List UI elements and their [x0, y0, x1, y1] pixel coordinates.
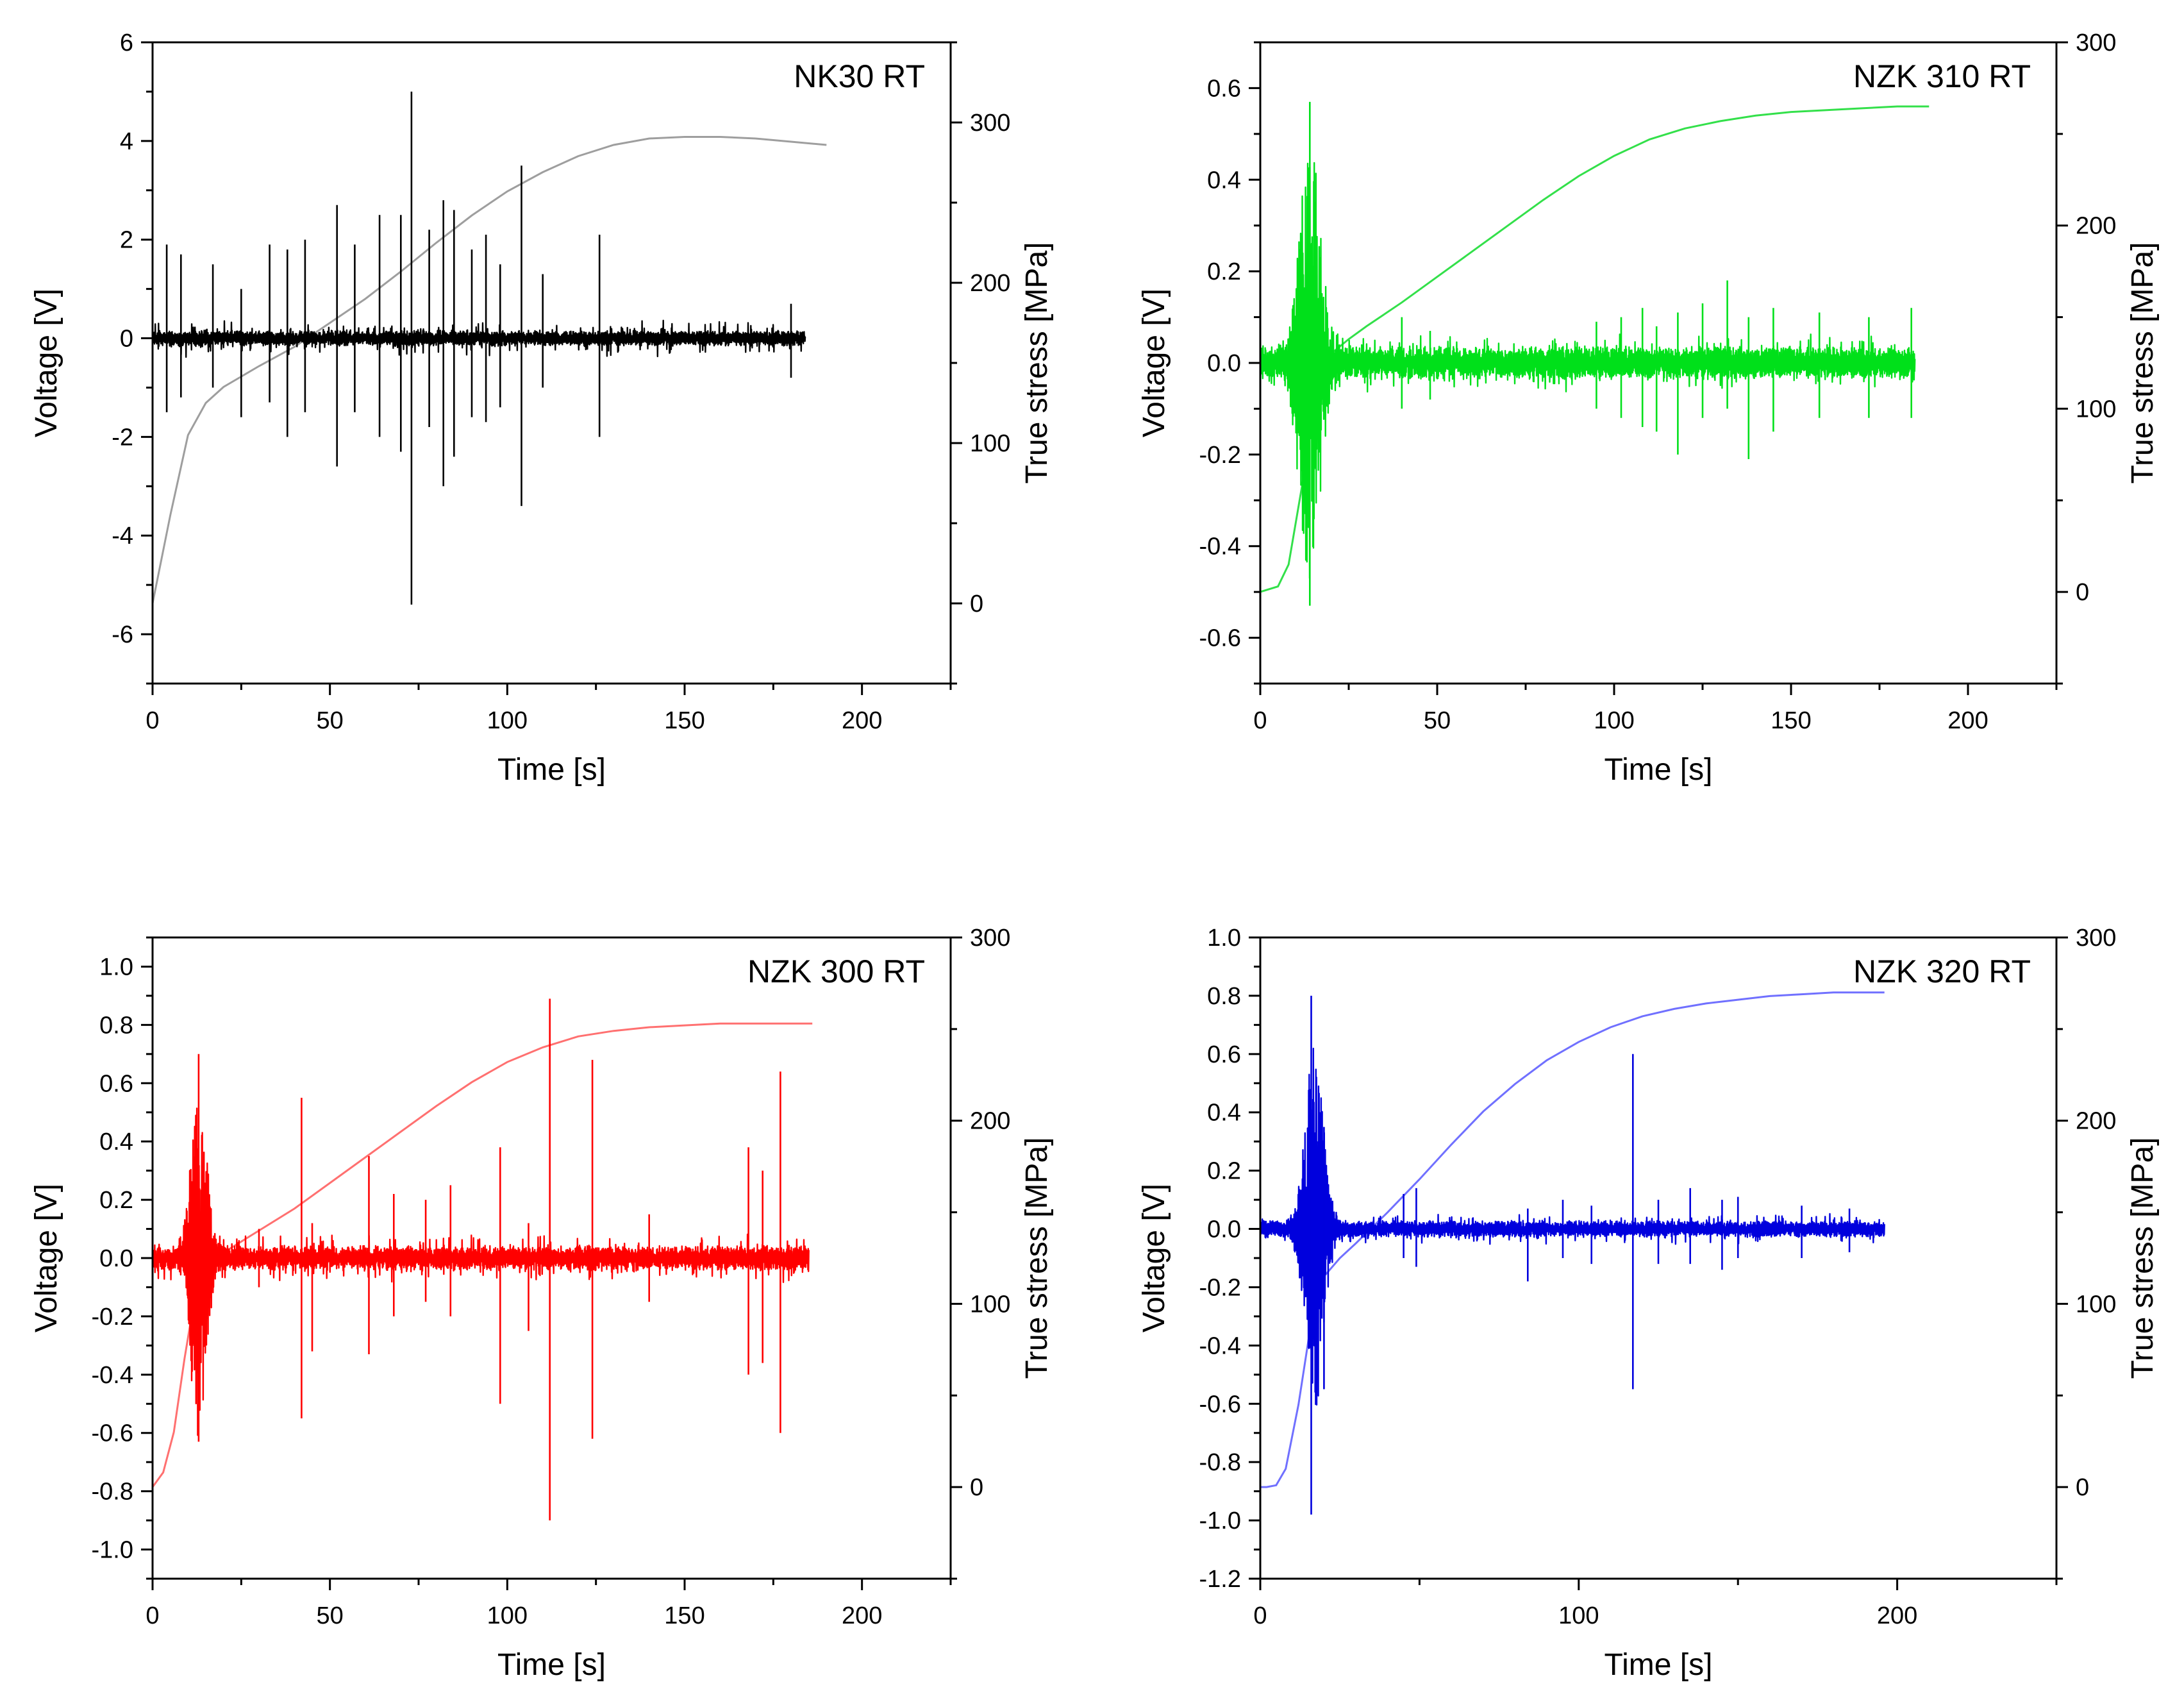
panel-title: NZK 300 RT: [747, 953, 925, 989]
y-axis-title: Voltage [V]: [1137, 1184, 1171, 1332]
x-tick-label: 0: [1253, 1602, 1267, 1629]
x-tick-label: 150: [1771, 707, 1811, 734]
panel-nzk-300-rt: NZK 300 RT Time [s] Voltage [V] True str…: [29, 925, 1054, 1682]
y-tick-label: 4: [120, 128, 133, 155]
y-axis-title: Voltage [V]: [1137, 289, 1171, 437]
panel-title: NK30 RT: [794, 58, 925, 94]
x-tick-label: 0: [1253, 707, 1267, 734]
x-tick-label: 50: [1424, 707, 1451, 734]
voltage-signal: [1259, 1047, 1885, 1406]
x-tick-label: 100: [487, 707, 528, 734]
y-tick-label: -0.8: [1199, 1449, 1241, 1476]
y-tick-label: 0.2: [99, 1187, 133, 1214]
y2-tick-label: 300: [970, 925, 1010, 952]
y-tick-label: -6: [112, 621, 133, 648]
panel-nzk-310-rt: NZK 310 RT Time [s] Voltage [V] True str…: [1137, 29, 2160, 787]
y-tick-label: 0.2: [1207, 258, 1241, 285]
y2-tick-label: 200: [2076, 1108, 2116, 1135]
y-tick-label: 0.6: [1207, 1041, 1241, 1068]
y-axis-title: Voltage [V]: [29, 1184, 63, 1332]
y-tick-label: 0.4: [99, 1129, 133, 1155]
y2-tick-label: 300: [2076, 925, 2116, 952]
y-tick-label: 0.8: [1207, 983, 1241, 1010]
y-tick-label: -0.6: [1199, 625, 1241, 652]
y-tick-label: 0.0: [1207, 1216, 1241, 1243]
x-tick-label: 0: [146, 707, 159, 734]
y2-tick-label: 200: [2076, 213, 2116, 240]
y2-tick-label: 0: [970, 591, 983, 617]
y-tick-label: 0: [120, 326, 133, 353]
y-tick-label: -1.0: [1199, 1508, 1241, 1534]
y2-tick-label: 0: [2076, 1474, 2089, 1501]
y-tick-label: 0.0: [99, 1245, 133, 1272]
y-tick-label: -4: [112, 523, 133, 550]
x-tick-label: 200: [1947, 707, 1988, 734]
y-tick-label: 0.8: [99, 1012, 133, 1039]
x-tick-label: 200: [842, 707, 882, 734]
x-tick-label: 100: [1594, 707, 1634, 734]
x-tick-label: 200: [1877, 1602, 1917, 1629]
voltage-signal: [151, 319, 806, 358]
x-tick-label: 150: [664, 707, 704, 734]
y2-tick-label: 100: [970, 1291, 1010, 1318]
voltage-signal: [151, 1107, 810, 1436]
y2-tick-label: 200: [970, 1108, 1010, 1135]
y2-axis-title: True stress [MPa]: [1020, 1138, 1054, 1379]
x-axis-title: Time [s]: [1605, 753, 1713, 787]
y-tick-label: -0.2: [1199, 442, 1241, 469]
y-tick-label: 0.6: [1207, 75, 1241, 102]
y2-tick-label: 100: [970, 430, 1010, 457]
y2-tick-label: 0: [970, 1474, 983, 1501]
x-tick-label: 50: [317, 707, 344, 734]
stress-curve: [1260, 991, 1885, 1488]
y-tick-label: -0.2: [92, 1304, 133, 1331]
y-tick-label: 0.6: [99, 1070, 133, 1097]
x-axis-title: Time [s]: [1605, 1648, 1713, 1682]
y-tick-label: -2: [112, 424, 133, 451]
panel-title: NZK 310 RT: [1853, 58, 2031, 94]
x-tick-label: 150: [664, 1602, 704, 1629]
y-tick-label: 0.4: [1207, 1100, 1241, 1127]
y2-tick-label: 300: [970, 110, 1010, 137]
x-tick-label: 200: [842, 1602, 882, 1629]
y-tick-label: -0.6: [92, 1420, 133, 1447]
y-tick-label: -0.4: [1199, 533, 1241, 560]
panel-nzk-320-rt: NZK 320 RT Time [s] Voltage [V] True str…: [1137, 925, 2160, 1682]
y-tick-label: 0.0: [1207, 350, 1241, 377]
y2-tick-label: 100: [2076, 396, 2116, 423]
y-tick-label: 2: [120, 227, 133, 254]
y2-axis-title: True stress [MPa]: [1020, 242, 1054, 484]
y-tick-label: 0.2: [1207, 1158, 1241, 1185]
stress-curve: [151, 136, 827, 604]
x-tick-label: 100: [1558, 1602, 1599, 1629]
y2-tick-label: 0: [2076, 579, 2089, 606]
x-axis-title: Time [s]: [497, 753, 606, 787]
panel-nk30-rt: NK30 RT Time [s] Voltage [V] True stress…: [29, 29, 1054, 787]
y-tick-label: -1.0: [92, 1537, 133, 1564]
y-axis-title: Voltage [V]: [29, 289, 63, 437]
y-tick-label: 6: [120, 29, 133, 56]
x-tick-label: 50: [317, 1602, 344, 1629]
y-tick-label: -0.4: [92, 1362, 133, 1389]
y2-tick-label: 100: [2076, 1291, 2116, 1318]
y2-tick-label: 300: [2076, 29, 2116, 56]
y-tick-label: -0.6: [1199, 1391, 1241, 1418]
x-tick-label: 100: [487, 1602, 528, 1629]
y-tick-label: -0.8: [92, 1479, 133, 1506]
x-axis-title: Time [s]: [497, 1648, 606, 1682]
y2-axis-title: True stress [MPa]: [2126, 242, 2160, 484]
x-tick-label: 0: [146, 1602, 159, 1629]
y2-axis-title: True stress [MPa]: [2126, 1138, 2160, 1379]
y-tick-label: -0.4: [1199, 1332, 1241, 1359]
voltage-signal: [1259, 162, 1916, 579]
y2-tick-label: 200: [970, 270, 1010, 297]
y-tick-label: 1.0: [1207, 925, 1241, 952]
y-tick-label: -1.2: [1199, 1566, 1241, 1593]
panel-title: NZK 320 RT: [1853, 953, 2031, 989]
y-tick-label: 1.0: [99, 953, 133, 980]
y-tick-label: 0.4: [1207, 167, 1241, 194]
y-tick-label: -0.2: [1199, 1274, 1241, 1301]
